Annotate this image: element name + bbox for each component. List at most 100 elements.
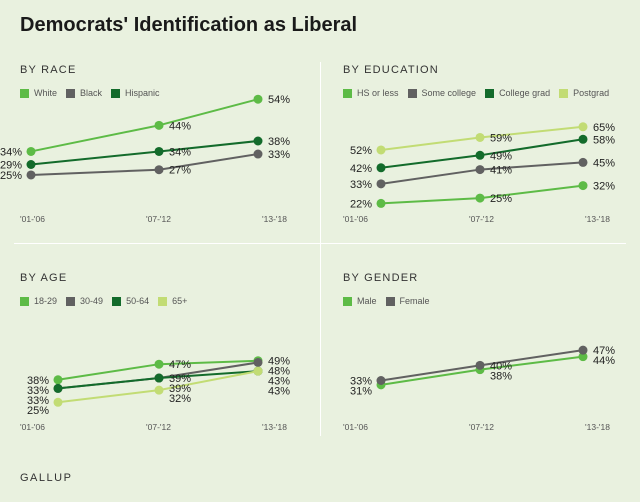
data-point [578, 352, 588, 362]
legend-swatch [66, 296, 76, 306]
data-point [26, 170, 36, 180]
data-point [154, 165, 164, 175]
data-point [578, 122, 588, 132]
legend-item: HS or less [343, 88, 399, 98]
legend-item: Female [385, 296, 430, 306]
data-point [154, 385, 164, 395]
legend-swatch [343, 88, 352, 98]
legend-item: Black [66, 88, 102, 98]
data-point [253, 136, 263, 146]
data-point [376, 179, 386, 189]
data-point [376, 145, 386, 155]
legend: White Black Hispanic [20, 88, 169, 98]
legend: 18-29 30-49 50-64 65+ [20, 296, 196, 306]
legend-swatch [20, 296, 29, 306]
data-label: 39% [169, 383, 191, 395]
legend-item: 50-64 [112, 296, 149, 306]
legend-item: College grad [485, 88, 550, 98]
data-point [376, 198, 386, 208]
legend-label: Postgrad [573, 88, 610, 98]
data-point [376, 163, 386, 173]
data-point [253, 149, 263, 159]
line-chart: 38% 47% 49% 33% 39% 48% 33% 39% 43% 25% 32% 43% '01-… [20, 356, 290, 432]
x-tick-label: '13-'18 [262, 422, 287, 432]
data-label: 52% [350, 145, 372, 157]
data-point [475, 132, 485, 142]
data-label: 39% [169, 373, 191, 385]
data-label: 43% [268, 376, 290, 388]
legend-swatch [343, 296, 352, 306]
line-chart: 22% 25% 32% 33% 41% 45% 42% 49% 58% 52% 59% 65% '01-… [343, 122, 615, 224]
legend-label: 18-29 [34, 296, 58, 306]
legend-item: Male [343, 296, 377, 306]
panel-title: BY AGE [20, 272, 68, 284]
data-point [253, 357, 263, 367]
legend-swatch [66, 88, 76, 98]
data-label: 58% [593, 134, 615, 146]
data-label: 33% [350, 179, 372, 191]
legend: Male Female [343, 296, 439, 306]
x-tick-label: '07-'12 [146, 214, 171, 224]
data-label: 25% [490, 193, 512, 205]
legend-swatch [485, 88, 495, 98]
data-point [154, 146, 164, 156]
legend-label: Some college [421, 88, 477, 98]
panel-title: BY EDUCATION [343, 64, 439, 76]
data-point [376, 376, 386, 385]
panel-by-race: BY RACE White Black Hispanic 34% 44% 54% 25% 2… [0, 64, 320, 242]
data-label: 31% [350, 386, 372, 398]
legend-label: Male [357, 296, 377, 306]
line-chart: 31% 38% 44% 33% 40% 47% '01-'06 '07-'12 '13-'18 [343, 345, 615, 432]
data-label: 42% [350, 163, 372, 175]
data-point [475, 150, 485, 160]
x-tick-label: '07-'12 [469, 214, 494, 224]
panel-by-age: BY AGE 18-29 30-49 50-64 65+ 38% 47% 49% 33% 39… [20, 272, 320, 450]
panel-by-education: BY EDUCATION HS or less Some college Colle… [343, 64, 640, 242]
data-label: 47% [593, 345, 615, 357]
data-label: 43% [268, 386, 290, 398]
data-label: 49% [490, 150, 512, 162]
data-label: 29% [0, 160, 22, 172]
data-point [578, 134, 588, 144]
legend-swatch [385, 296, 395, 306]
legend-label: Black [80, 88, 103, 98]
legend-item: 65+ [158, 296, 187, 306]
data-label: 34% [0, 146, 22, 158]
legend-label: Hispanic [125, 88, 160, 98]
data-label: 41% [490, 165, 512, 177]
panel-by-gender: BY GENDER Male Female 31% 38% 44% 33% 40% 47% '… [343, 272, 640, 450]
legend-label: Female [399, 296, 430, 306]
data-label: 33% [27, 395, 49, 407]
legend-item: 30-49 [66, 296, 103, 306]
data-point [26, 160, 36, 169]
data-label: 65% [593, 122, 615, 134]
data-label: 25% [0, 170, 22, 182]
legend-item: 18-29 [20, 296, 57, 306]
data-label: 27% [169, 165, 191, 177]
data-point [475, 193, 485, 203]
x-tick-label: '13-'18 [585, 214, 610, 224]
legend-item: Hispanic [111, 88, 160, 98]
data-point [253, 366, 263, 376]
legend-swatch [407, 88, 417, 98]
legend-swatch [20, 88, 29, 98]
legend-label: 65+ [172, 296, 188, 306]
data-point [578, 181, 588, 191]
legend-item: White [20, 88, 57, 98]
legend-label: HS or less [357, 88, 399, 98]
data-label: 38% [268, 136, 290, 148]
x-tick-label: '01-'06 [20, 214, 45, 224]
legend-swatch [158, 296, 168, 306]
data-label: 49% [268, 356, 290, 368]
data-label: 44% [169, 120, 191, 132]
legend: HS or less Some college College grad Postgr… [343, 88, 618, 98]
horizontal-divider [14, 243, 626, 244]
data-label: 48% [268, 366, 290, 378]
panel-title: BY GENDER [343, 272, 419, 284]
data-label: 44% [593, 355, 615, 367]
data-label: 32% [169, 393, 191, 405]
data-point [53, 375, 63, 385]
data-point [26, 146, 36, 156]
legend-label: 50-64 [126, 296, 150, 306]
data-point [475, 165, 485, 175]
